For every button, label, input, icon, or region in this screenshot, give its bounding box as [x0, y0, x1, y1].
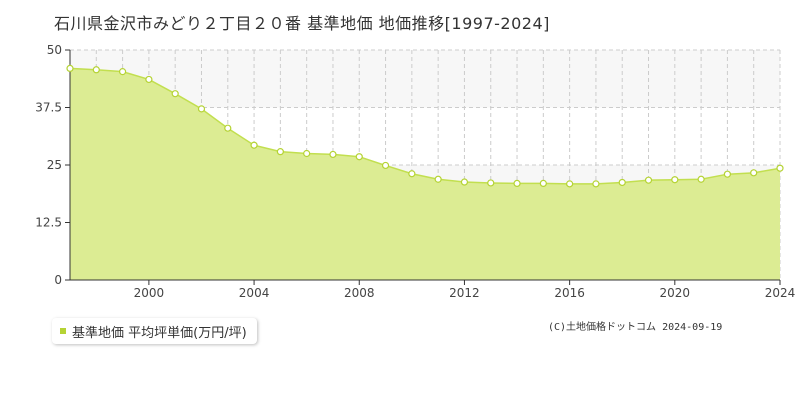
data-point: [592, 180, 600, 188]
data-markers: [66, 64, 784, 188]
data-point: [92, 66, 100, 74]
data-point: [408, 170, 416, 178]
x-tick-label: 2000: [134, 286, 165, 300]
data-point: [118, 68, 127, 76]
data-point: [513, 179, 521, 187]
y-tick-label: 37.5: [35, 101, 62, 115]
data-point: [487, 179, 495, 187]
x-tick-label: 2016: [554, 286, 585, 300]
data-point: [618, 178, 626, 187]
x-tick-label: 2008: [344, 286, 375, 300]
data-point: [329, 150, 337, 159]
data-point: [66, 64, 74, 73]
y-tick-label: 0: [54, 273, 62, 287]
data-point: [539, 179, 547, 187]
data-point: [671, 176, 679, 184]
series-area: [70, 68, 780, 281]
data-point: [776, 164, 784, 172]
x-tick-label: 2004: [239, 286, 270, 300]
data-point: [171, 90, 179, 98]
legend-label: 基準地価 平均坪単価(万円/坪): [72, 325, 247, 341]
series-line: [69, 67, 781, 185]
data-point: [381, 161, 390, 170]
data-point: [303, 149, 311, 158]
x-tick-label: 2020: [660, 286, 691, 300]
y-tick-label: 12.5: [35, 216, 62, 230]
y-tick-label: 50: [47, 43, 62, 57]
tick-labels: 0 12.5 25 37.5 50 2000 2004 2008 2012 2016 2020 202…: [35, 43, 795, 300]
grid-band: [70, 50, 780, 108]
data-point: [276, 148, 284, 156]
data-point: [434, 175, 442, 183]
x-tick-label: 2012: [449, 286, 480, 300]
data-point: [566, 180, 574, 188]
data-point: [460, 178, 469, 186]
data-point: [250, 141, 258, 149]
area-layer: [69, 67, 781, 281]
data-point: [355, 153, 363, 161]
data-point: [224, 124, 232, 132]
legend-swatch-icon: [60, 328, 66, 334]
copyright-text: (C)土地価格ドットコム 2024-09-19: [548, 322, 723, 333]
data-point: [197, 105, 206, 113]
data-point: [697, 175, 705, 183]
data-point: [750, 169, 758, 177]
x-tick-label: 2024: [765, 286, 796, 300]
data-point: [145, 75, 153, 84]
data-point: [723, 170, 732, 178]
legend[interactable]: 基準地価 平均坪単価(万円/坪): [52, 318, 257, 344]
axes: [65, 49, 781, 285]
data-point: [644, 176, 653, 184]
y-tick-label: 25: [47, 158, 62, 172]
chart-title: 石川県金沢市みどり２丁目２０番 基準地価 地価推移[1997-2024]: [54, 14, 550, 33]
